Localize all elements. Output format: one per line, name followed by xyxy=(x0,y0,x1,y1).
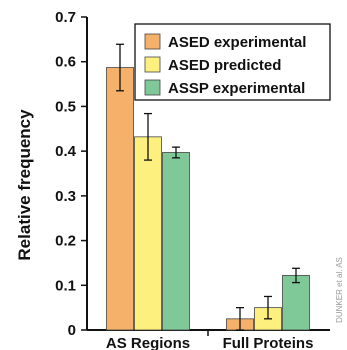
y-tick-label: 0.5 xyxy=(55,98,76,115)
y-tick-label: 0.1 xyxy=(55,277,76,294)
y-tick-label: 0.2 xyxy=(55,233,76,250)
y-tick-label: 0.7 xyxy=(55,9,76,26)
legend-label: ASED predicted xyxy=(168,57,281,74)
bar xyxy=(282,275,310,331)
y-tick-label: 0.6 xyxy=(55,54,76,71)
bar xyxy=(134,136,162,331)
error-bars xyxy=(116,43,300,331)
legend-label: ASED experimental xyxy=(168,34,306,51)
y-tick-label: 0.3 xyxy=(55,188,76,205)
bars xyxy=(106,67,310,331)
x-tick-label: Full Proteins xyxy=(223,335,314,350)
y-tick-label: 0 xyxy=(68,322,76,339)
legend-label: ASSP experimental xyxy=(168,80,305,97)
legend: ASED experimental ASED predicted ASSP expe… xyxy=(134,23,331,101)
y-tick-label: 0.4 xyxy=(55,143,77,160)
legend-box xyxy=(134,23,331,101)
axes: 0 0.1 0.2 0.3 0.4 0.5 0.6 0.7 AS Regions Full Pro… xyxy=(55,9,330,350)
bar xyxy=(162,152,190,331)
bar xyxy=(106,67,134,331)
side-caption: DUNKER et al. AS xyxy=(335,257,344,323)
y-axis-title: Relative frequency xyxy=(15,109,34,261)
legend-swatch xyxy=(144,79,161,96)
legend-swatch xyxy=(144,56,161,73)
legend-swatch xyxy=(144,33,161,50)
x-tick-label: AS Regions xyxy=(106,335,190,350)
